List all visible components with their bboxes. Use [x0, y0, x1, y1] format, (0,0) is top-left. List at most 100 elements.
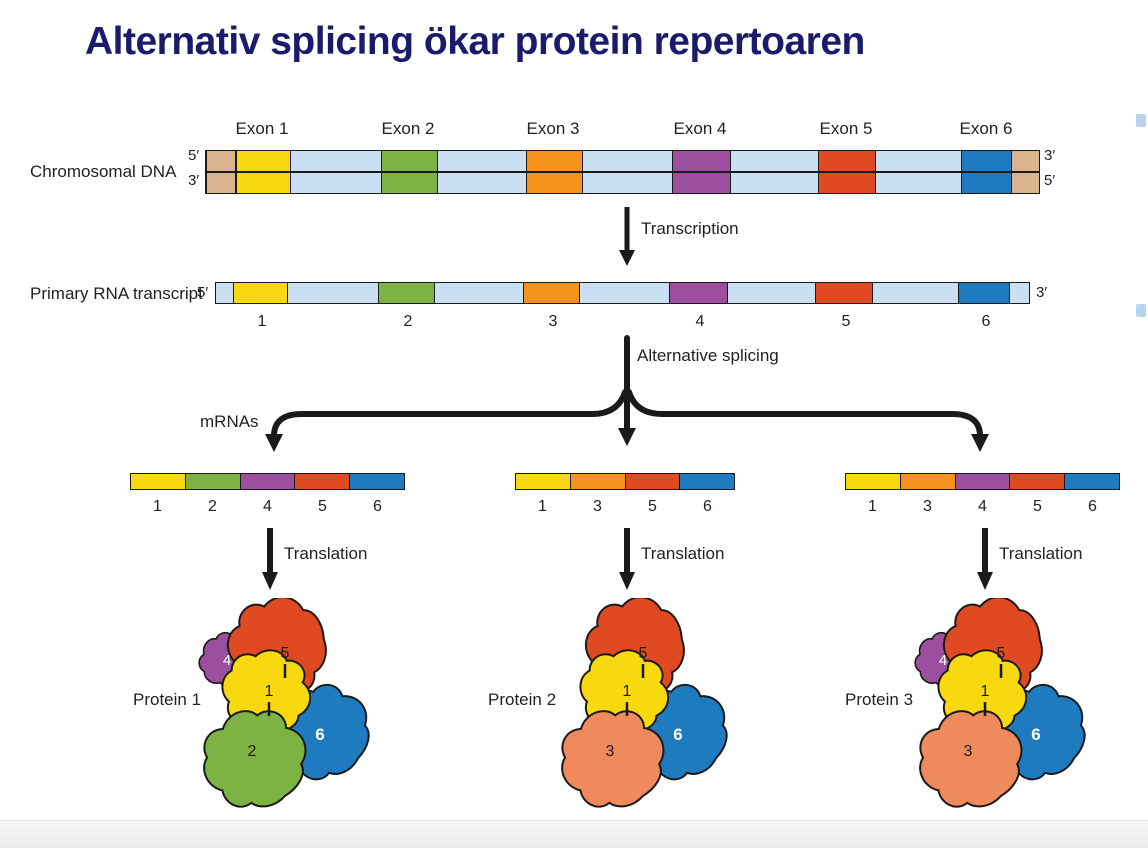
mrna2-exon-5: [624, 474, 680, 489]
mrna2-num-3: 5: [648, 498, 657, 515]
scrollbar-marker-bottom[interactable]: [1136, 304, 1146, 317]
mrna1-exon-4: [239, 474, 295, 489]
translation-label-1: Translation: [284, 544, 368, 563]
mrna3-exon-5: [1009, 474, 1065, 489]
protein1-subunit2-number: 2: [248, 743, 257, 760]
mrna2-exon-1: [516, 474, 570, 489]
protein1-subunit5-number: 5: [281, 645, 290, 662]
protein2-subunit1-number: 1: [623, 683, 632, 700]
protein1-subunit6-number: 6: [315, 725, 324, 744]
dna-left-5prime: 5′: [188, 147, 200, 164]
protein-1-label: Protein 1: [133, 690, 202, 709]
protein-1-diagram: 4 5 1 2 6: [184, 598, 387, 828]
chromosomal-dna-bar: [205, 150, 1040, 194]
protein1-subunit4-number: 4: [223, 652, 231, 669]
rna-left-5prime: 5′: [197, 284, 209, 301]
mrna2-num-1: 1: [538, 498, 547, 515]
exon-label-1: Exon 1: [235, 119, 289, 138]
dna-right-3prime: 3′: [1044, 147, 1056, 164]
rna-right-3prime: 3′: [1036, 284, 1048, 301]
exon-label-2: Exon 2: [381, 119, 435, 138]
mrna1-exon-2: [184, 474, 240, 489]
exon-label-6: Exon 6: [959, 119, 1013, 138]
rna-number-5: 5: [841, 313, 851, 330]
protein-2-diagram: 5 1 3 6: [542, 598, 745, 828]
protein3-subunit5-number: 5: [997, 645, 1006, 662]
rna-exon-5-segment: [815, 283, 873, 303]
splice-arrowhead-left: [265, 434, 283, 452]
alternative-splicing-arrows: [271, 335, 983, 439]
exon-label-4: Exon 4: [673, 119, 727, 138]
slide-title: Alternativ splicing ökar protein reperto…: [85, 20, 865, 63]
mrna1-num-5: 6: [373, 498, 382, 515]
dna-right-5prime: 5′: [1044, 172, 1056, 189]
mrna2-exon-6: [679, 474, 734, 489]
primary-rna-label: Primary RNA transcript: [30, 284, 203, 303]
rna-exon-1-segment: [233, 283, 288, 303]
mrna2-num-4: 6: [703, 498, 712, 515]
mrna1-exon-1: [131, 474, 185, 489]
primary-rna-bar: [215, 282, 1030, 304]
dna-strand-divider: [206, 171, 1039, 173]
mrna1-exon-5: [294, 474, 350, 489]
mrna1-num-4: 5: [318, 498, 327, 515]
translation-arrows: [267, 528, 988, 574]
rna-exon-2-segment: [378, 283, 435, 303]
rna-exon-3-segment: [523, 283, 580, 303]
translation-label-2: Translation: [641, 544, 725, 563]
transcription-label: Transcription: [641, 219, 739, 238]
protein3-subunit4-number: 4: [939, 652, 947, 669]
translation-label-3: Translation: [999, 544, 1083, 563]
mrna1-num-1: 1: [153, 498, 162, 515]
exon-label-5: Exon 5: [819, 119, 873, 138]
mrna-2-bar: [515, 473, 735, 490]
protein2-subunit3-number: 3: [606, 743, 615, 760]
protein3-subunit3-number: 3: [964, 743, 973, 760]
protein3-subunit1-number: 1: [981, 683, 990, 700]
mrnas-label: mRNAs: [200, 412, 259, 431]
mrna2-num-2: 3: [593, 498, 602, 515]
alternative-splicing-label: Alternative splicing: [637, 346, 779, 365]
mrna1-exon-6: [349, 474, 404, 489]
exon-label-3: Exon 3: [526, 119, 580, 138]
protein1-subunit1-number: 1: [265, 683, 274, 700]
protein-3-diagram: 4 5 1 3 6: [900, 598, 1103, 828]
mrna3-num-4: 5: [1033, 498, 1042, 515]
mrna3-exon-4: [954, 474, 1010, 489]
protein-3-label: Protein 3: [845, 690, 914, 709]
translation-arrowhead-1: [262, 572, 278, 590]
transcription-arrow: [619, 207, 635, 266]
mrna1-num-3: 4: [263, 498, 272, 515]
bottom-band: [0, 820, 1148, 848]
mrna2-exon-3: [569, 474, 625, 489]
splice-arrowhead-center: [618, 428, 636, 446]
mrna-3-bar: [845, 473, 1120, 490]
scrollbar-marker-top[interactable]: [1136, 114, 1146, 127]
rna-number-6: 6: [981, 313, 991, 330]
mrna-1-bar: [130, 473, 405, 490]
mrna1-num-2: 2: [208, 498, 217, 515]
mrna3-num-1: 1: [868, 498, 877, 515]
mrna3-num-2: 3: [923, 498, 932, 515]
rna-exon-6-segment: [958, 283, 1010, 303]
mrna3-exon-6: [1064, 474, 1119, 489]
translation-arrowhead-3: [977, 572, 993, 590]
splice-arrowhead-right: [971, 434, 989, 452]
rna-number-2: 2: [403, 313, 413, 330]
rna-number-1: 1: [257, 313, 267, 330]
protein-2-label: Protein 2: [488, 690, 557, 709]
chromosomal-dna-label: Chromosomal DNA: [30, 162, 177, 181]
mrna3-exon-3: [899, 474, 955, 489]
translation-arrowhead-2: [619, 572, 635, 590]
dna-left-3prime: 3′: [188, 172, 200, 189]
rna-number-3: 3: [548, 313, 558, 330]
rna-exon-4-segment: [669, 283, 728, 303]
mrna3-exon-1: [846, 474, 900, 489]
rna-number-4: 4: [695, 313, 705, 330]
mrna3-num-5: 6: [1088, 498, 1097, 515]
protein2-subunit6-number: 6: [673, 725, 682, 744]
protein2-subunit5-number: 5: [639, 645, 648, 662]
protein3-subunit6-number: 6: [1031, 725, 1040, 744]
mrna3-num-3: 4: [978, 498, 987, 515]
